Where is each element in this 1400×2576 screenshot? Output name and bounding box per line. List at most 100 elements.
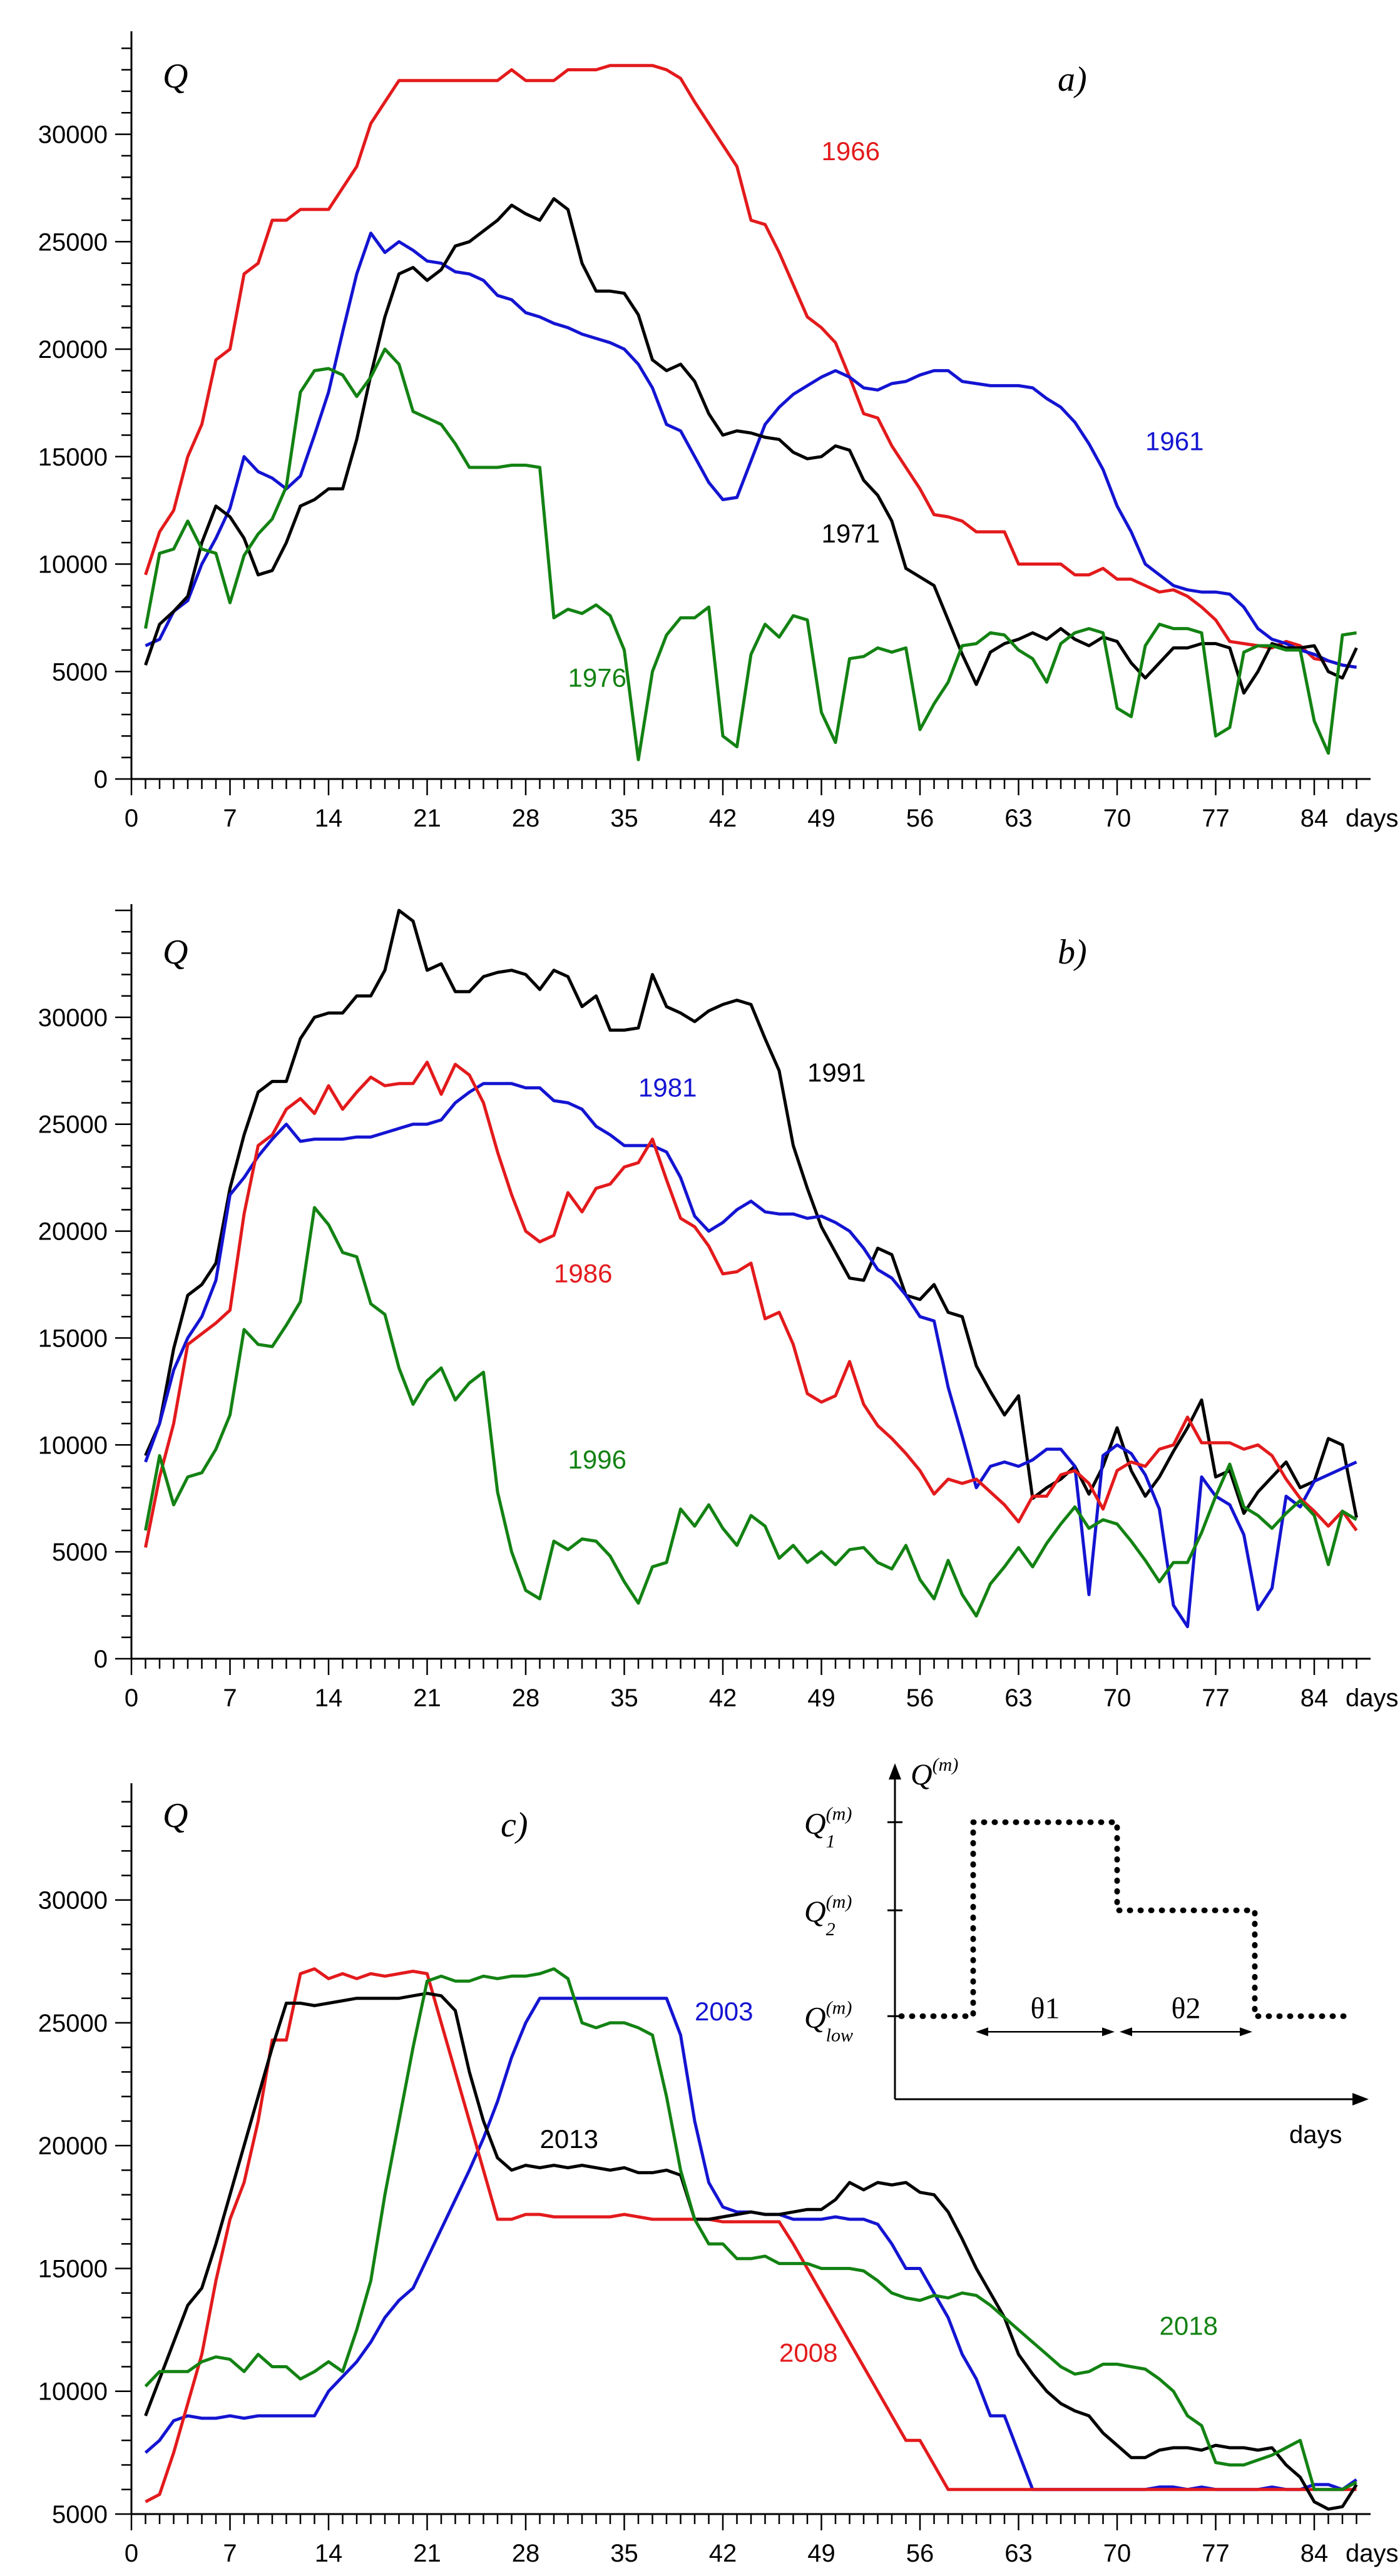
series-label-1966: 1966 [822, 136, 880, 166]
x-tick-label: 21 [413, 2540, 441, 2567]
series-line-1961 [145, 232, 1357, 669]
y-tick-label: 20000 [38, 2132, 108, 2160]
x-tick-label: 56 [906, 2540, 934, 2567]
panel-a-axes: 0 7 14 21 28 35 42 49 56 63 70 77 84 0 5000 10000 15000 2… [38, 31, 1371, 832]
series-line-2018 [144, 1967, 1357, 2492]
series-label-1961: 1961 [1145, 426, 1203, 456]
series-line-1986 [144, 1061, 1358, 1548]
x-tick-label: 21 [413, 805, 441, 832]
x-tick-label: 0 [125, 1684, 138, 1712]
panel-b-tag: b) [1058, 933, 1087, 972]
y-tick-label: 20000 [38, 1218, 108, 1246]
x-tick-label: 7 [223, 2540, 237, 2567]
x-tick-label: 77 [1202, 2540, 1230, 2567]
panel-a-xlabel: days [1346, 805, 1399, 832]
x-tick-label: 14 [315, 1684, 343, 1712]
x-tick-label: 49 [807, 805, 835, 832]
inset-theta1-arrow-head-right [1102, 2027, 1115, 2037]
y-tick-label: 30000 [38, 1887, 108, 1915]
series-line-1991 [144, 909, 1358, 1518]
panel-c-annotations: 2003 2013 2008 2018 [540, 1997, 1218, 2368]
x-tick-label: 28 [512, 805, 540, 832]
x-tick-label: 84 [1300, 2540, 1329, 2567]
panel-a-series [144, 64, 1358, 761]
panel-c-series [144, 1967, 1358, 2511]
x-tick-label: 42 [709, 1684, 737, 1712]
y-tick-label: 5000 [52, 1539, 108, 1566]
x-tick-label: 84 [1300, 1684, 1329, 1712]
inset-level-q1-sub: 1 [826, 1831, 835, 1851]
inset-theta2-arrow-head-right [1240, 2027, 1252, 2037]
x-tick-label: 70 [1103, 2540, 1132, 2567]
series-label-1996: 1996 [568, 1445, 626, 1474]
series-line-2013 [144, 1992, 1358, 2511]
x-tick-label: 42 [709, 2540, 737, 2567]
x-tick-label: 0 [125, 2540, 138, 2567]
y-tick-label: 25000 [38, 1111, 108, 1139]
x-tick-label: 35 [610, 2540, 638, 2567]
inset-geometry [887, 1763, 1369, 2105]
series-label-2008: 2008 [779, 2338, 837, 2368]
y-tick-label: 10000 [38, 1432, 108, 1459]
series-line-1966 [144, 64, 1357, 669]
inset-x-arrow [1352, 2093, 1369, 2105]
inset-level-q2-sub: 2 [826, 1919, 835, 1940]
inset-step-function [898, 1819, 1352, 2019]
panel-b-ylabel: Q [163, 933, 188, 972]
y-tick-label: 5000 [52, 2501, 108, 2528]
inset-xlabel: days [1289, 2121, 1342, 2149]
inset-level-q2-sup: (m) [826, 1891, 852, 1912]
panel-a-ylabel: Q [163, 57, 188, 96]
y-tick-label: 10000 [38, 2378, 108, 2406]
series-label-1976: 1976 [568, 663, 626, 692]
inset-ylabel-sup: (m) [932, 1754, 959, 1775]
inset-level-q2-q: Q [804, 1895, 826, 1928]
y-tick-label: 15000 [38, 2255, 108, 2283]
y-tick-label: 0 [94, 1646, 108, 1673]
x-tick-label: 14 [315, 805, 343, 832]
panel-a-tag: a) [1058, 60, 1087, 99]
inset-level-q1-q: Q [804, 1807, 826, 1840]
inset-ylabel: Q(m) [911, 1754, 958, 1791]
series-line-1981 [144, 1082, 1357, 1629]
x-tick-label: 35 [610, 805, 638, 832]
x-tick-label: 84 [1300, 805, 1329, 832]
inset-level-qlow-sub: low [826, 2025, 853, 2045]
series-label-1991: 1991 [807, 1057, 866, 1087]
x-tick-label: 70 [1103, 805, 1132, 832]
y-tick-label: 10000 [38, 551, 108, 579]
y-tick-label: 30000 [38, 121, 108, 149]
x-tick-label: 49 [807, 2540, 835, 2567]
series-line-1971 [144, 197, 1358, 695]
y-tick-label: 15000 [38, 444, 108, 471]
y-tick-label: 0 [94, 766, 108, 793]
inset-ylabel-q: Q [911, 1758, 932, 1791]
panel-b: 0 7 14 21 28 35 42 49 56 63 70 77 84 0 5000 10000 15000 2… [38, 904, 1399, 1712]
y-tick-label: 15000 [38, 1325, 108, 1352]
panel-c: 0 7 14 21 28 35 42 49 56 63 70 77 845000100001500020… [38, 1754, 1399, 2567]
panel-c-ylabel: Q [163, 1796, 188, 1835]
inset-theta1: θ1 [1031, 1992, 1060, 2025]
panel-b-xlabel: days [1346, 1684, 1399, 1712]
inset-level-q2: Q(m) 2 [804, 1891, 852, 1940]
inset-schematic: Q(m) Q(m) 1 Q(m) 2 Q(m) low θ1 θ2 days [804, 1754, 1369, 2149]
inset-theta2-arrow-head-left [1120, 2027, 1132, 2037]
inset-theta1-arrow-head-left [976, 2027, 988, 2037]
panel-b-series [144, 909, 1358, 1629]
panel-a: 0 7 14 21 28 35 42 49 56 63 70 77 84 0 5000 10000 15000 2… [38, 31, 1399, 832]
x-tick-label: 21 [413, 1684, 441, 1712]
x-tick-label: 77 [1202, 805, 1230, 832]
inset-y-arrow [889, 1763, 901, 1779]
series-label-1981: 1981 [638, 1072, 697, 1102]
series-line-1996 [144, 1206, 1357, 1618]
y-tick-label: 30000 [38, 1004, 108, 1032]
y-tick-label: 25000 [38, 2010, 108, 2037]
x-tick-label: 28 [512, 2540, 540, 2567]
x-tick-label: 63 [1004, 2540, 1033, 2567]
x-tick-label: 28 [512, 1684, 540, 1712]
series-label-2013: 2013 [540, 2124, 598, 2154]
x-tick-label: 7 [223, 805, 237, 832]
y-tick-label: 25000 [38, 228, 108, 256]
x-tick-label: 42 [709, 805, 737, 832]
